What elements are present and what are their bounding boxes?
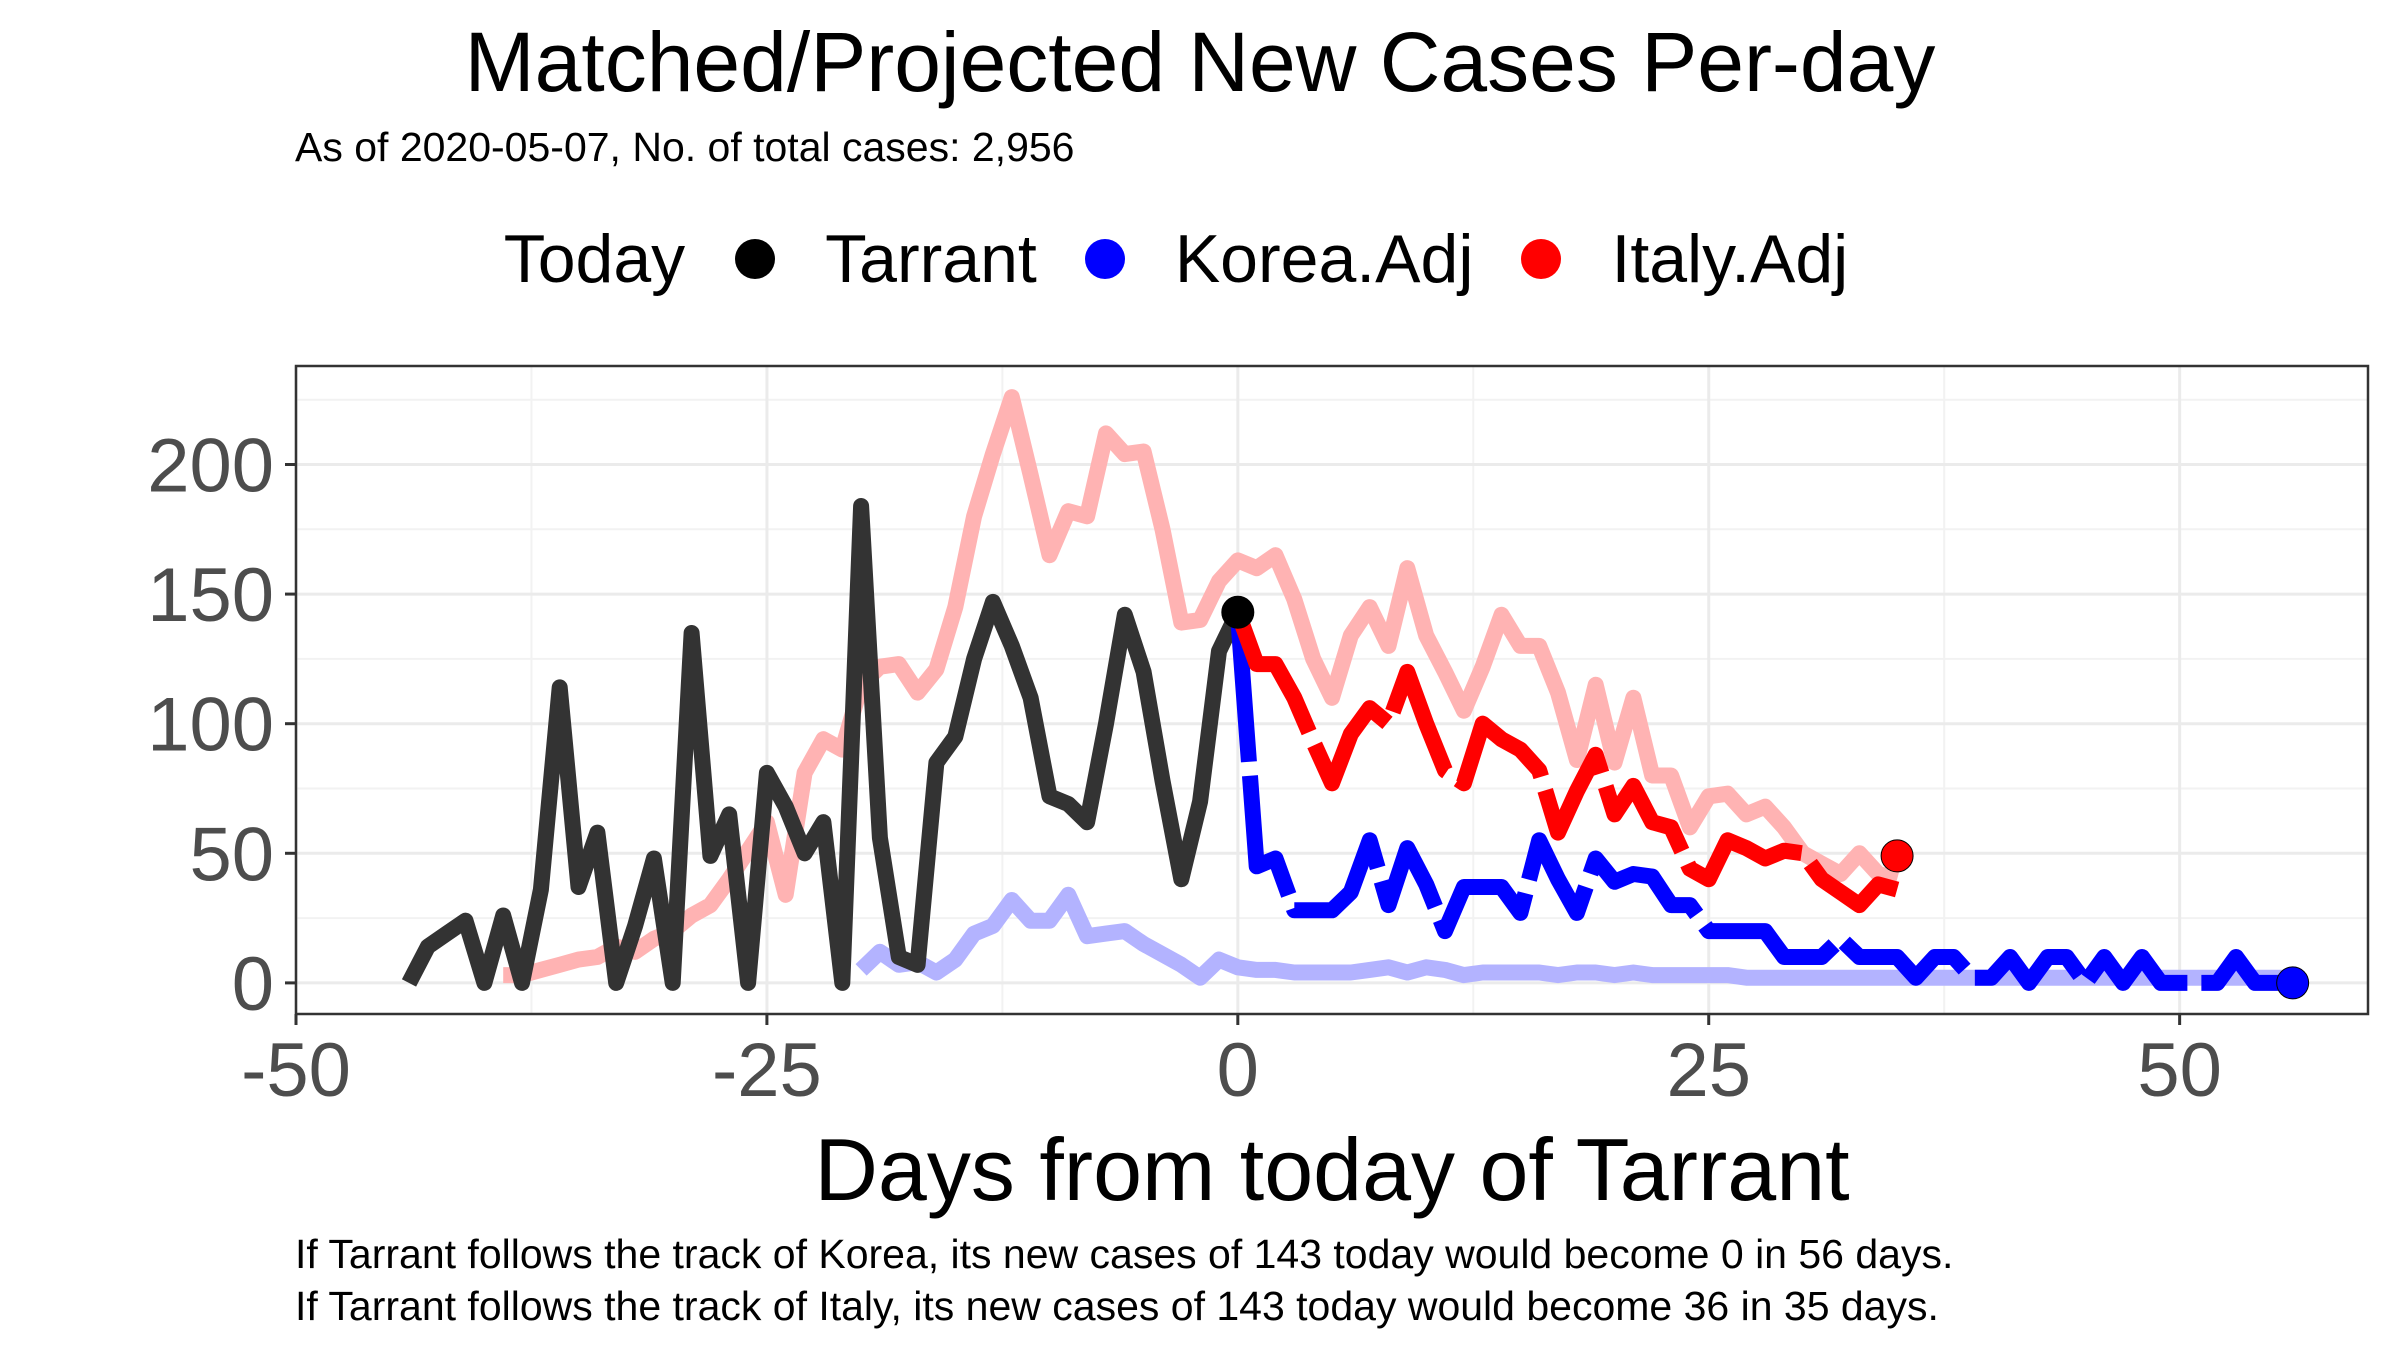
- caption: If Tarrant follows the track of Korea, i…: [295, 1228, 1953, 1332]
- caption-korea: If Tarrant follows the track of Korea, i…: [295, 1228, 1953, 1280]
- y-tick-label: 50: [189, 812, 274, 897]
- series-lines: [409, 397, 2293, 983]
- x-axis-title: Days from today of Tarrant: [814, 1120, 1849, 1219]
- y-tick-label: 100: [147, 683, 274, 768]
- series-line-italy-matched-: [503, 397, 1897, 975]
- today-point-tarrant: [1222, 596, 1254, 628]
- x-tick-label: 25: [1666, 1028, 1751, 1113]
- caption-italy: If Tarrant follows the track of Italy, i…: [295, 1280, 1953, 1332]
- series-line-korea-adj: [1238, 612, 2293, 983]
- axes: -50 -25 0 25 50 0 50 100 150 200: [147, 423, 2222, 1113]
- today-point-korea-adj: [2277, 967, 2309, 999]
- y-tick-label: 0: [232, 942, 274, 1027]
- y-tick-label: 150: [147, 553, 274, 638]
- x-tick-label: 50: [2137, 1028, 2222, 1113]
- x-tick-label: 0: [1217, 1028, 1259, 1113]
- y-tick-label: 200: [147, 423, 274, 508]
- x-tick-label: -25: [712, 1028, 822, 1113]
- x-tick-label: -50: [241, 1028, 351, 1113]
- today-point-italy-adj: [1881, 840, 1913, 872]
